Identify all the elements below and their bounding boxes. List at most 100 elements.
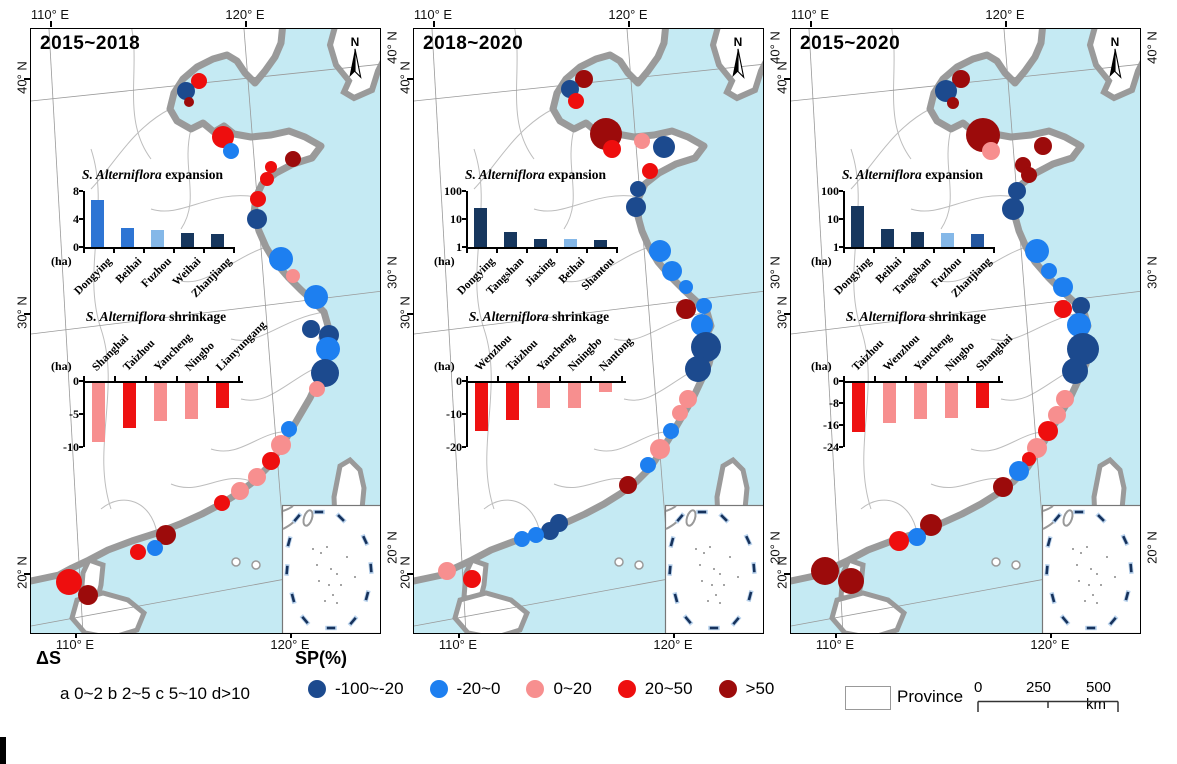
chart-title: S. Alterniflora shrinkage <box>85 309 227 324</box>
x-axis <box>83 381 243 383</box>
south-china-sea-inset <box>664 504 763 633</box>
y-tick-label: -8 <box>829 396 839 410</box>
sp-bubble <box>691 332 721 362</box>
axis-tick <box>24 78 30 80</box>
x-tick <box>998 376 1000 381</box>
bar <box>911 231 924 247</box>
y-tick <box>79 446 83 448</box>
scalebar-end: 500 km <box>1086 679 1112 713</box>
lon-tick-label: 110° E <box>30 7 70 22</box>
bar <box>475 383 488 432</box>
expansion-chart: S. Alterniflora expansion 8 4 0 Dongying Beih… <box>45 167 260 307</box>
sp-bubble <box>568 93 584 109</box>
y-tick-label: 0 <box>833 374 839 388</box>
lon-tick-label: 120° E <box>225 7 265 22</box>
scalebar-zero: 0 <box>974 679 983 696</box>
axis-tick <box>407 313 413 315</box>
bar <box>504 231 517 247</box>
axis-tick <box>75 632 77 638</box>
chart-title: S. Alterniflora expansion <box>82 167 223 182</box>
x-tick <box>616 249 618 253</box>
sp-bubble <box>653 136 675 158</box>
sp-bubble <box>214 495 230 511</box>
y-tick-label: -10 <box>63 440 79 454</box>
y-tick-label: 100 <box>821 184 839 198</box>
x-tick <box>967 376 969 381</box>
sp-bubble <box>156 525 176 545</box>
unit-label: (ha) <box>434 254 455 268</box>
x-tick <box>933 249 935 253</box>
scalebar <box>974 699 1124 720</box>
bar <box>185 383 198 419</box>
sp-bubble <box>811 557 839 585</box>
unit-label: (ha) <box>811 359 832 373</box>
unit-label: (ha) <box>434 359 455 373</box>
sp-legend-items: -100~-20 -20~0 0~20 20~50 >50 <box>308 679 774 699</box>
y-tick <box>79 218 83 220</box>
sp-color-dot <box>308 680 326 698</box>
bar <box>216 383 229 408</box>
bar <box>941 232 954 247</box>
y-tick <box>839 424 843 426</box>
axis-tick <box>784 78 790 80</box>
axis-tick <box>673 632 675 638</box>
category-label: Dongying <box>71 255 114 298</box>
sp-bubble <box>947 97 959 109</box>
sp-bubble <box>1062 358 1088 384</box>
y-tick-label: 4 <box>73 212 79 226</box>
x-tick <box>143 249 145 253</box>
bar <box>534 238 547 247</box>
y-tick-label: 0 <box>456 374 462 388</box>
unit-label: (ha) <box>51 359 72 373</box>
y-axis <box>843 191 845 249</box>
sp-bubble <box>438 562 456 580</box>
bar <box>121 228 134 247</box>
bar <box>851 205 864 247</box>
sp-bubble <box>1034 137 1052 155</box>
x-tick <box>586 249 588 253</box>
sp-bubble <box>1072 297 1090 315</box>
y-tick-label: 1 <box>833 240 839 254</box>
y-axis <box>83 191 85 249</box>
map-panel-3: 110° E 120° E 110° E 120° E 40° N 30° N … <box>775 7 1160 652</box>
lon-tick-label: 120° E <box>270 637 310 652</box>
sp-bubble <box>147 540 163 556</box>
lon-tick-label: 120° E <box>608 7 648 22</box>
sp-bubble <box>679 280 693 294</box>
scalebar-labels: 0 250 500 km <box>974 679 1134 713</box>
sp-bubble <box>1067 313 1091 337</box>
north-arrow-icon <box>732 48 745 79</box>
north-arrow-icon <box>349 48 362 79</box>
bar <box>568 383 581 408</box>
x-tick <box>936 376 938 381</box>
sp-bubble <box>935 80 957 102</box>
sp-bubble <box>838 568 864 594</box>
chart-title: S. Alterniflora shrinkage <box>468 309 610 324</box>
y-tick <box>839 446 843 448</box>
y-tick <box>839 380 843 382</box>
x-tick <box>963 249 965 253</box>
sp-bubble <box>1056 390 1074 408</box>
bar <box>154 383 167 422</box>
sp-bubble <box>696 298 712 314</box>
basemap-svg <box>414 29 763 633</box>
coastline <box>791 29 1094 585</box>
north-label: N <box>1110 35 1120 49</box>
sp-color-dot <box>718 680 737 698</box>
sp-bubble <box>130 544 146 560</box>
sp-bubble <box>223 143 239 159</box>
x-tick <box>621 376 623 381</box>
sp-legend-item: 20~50 <box>617 679 693 699</box>
y-tick-label: -16 <box>823 418 839 432</box>
y-axis <box>843 381 845 447</box>
lon-tick-label: 120° E <box>985 7 1025 22</box>
y-tick-label: 1 <box>456 240 462 254</box>
sp-bubble <box>676 299 696 319</box>
bar <box>883 383 896 424</box>
category-label: Shanghai <box>974 332 1016 374</box>
sp-bubble <box>1041 263 1057 279</box>
sp-bubble <box>1048 406 1066 424</box>
axis-tick <box>810 21 812 27</box>
y-tick-label: 10 <box>450 212 462 226</box>
sp-bubble <box>541 522 559 540</box>
